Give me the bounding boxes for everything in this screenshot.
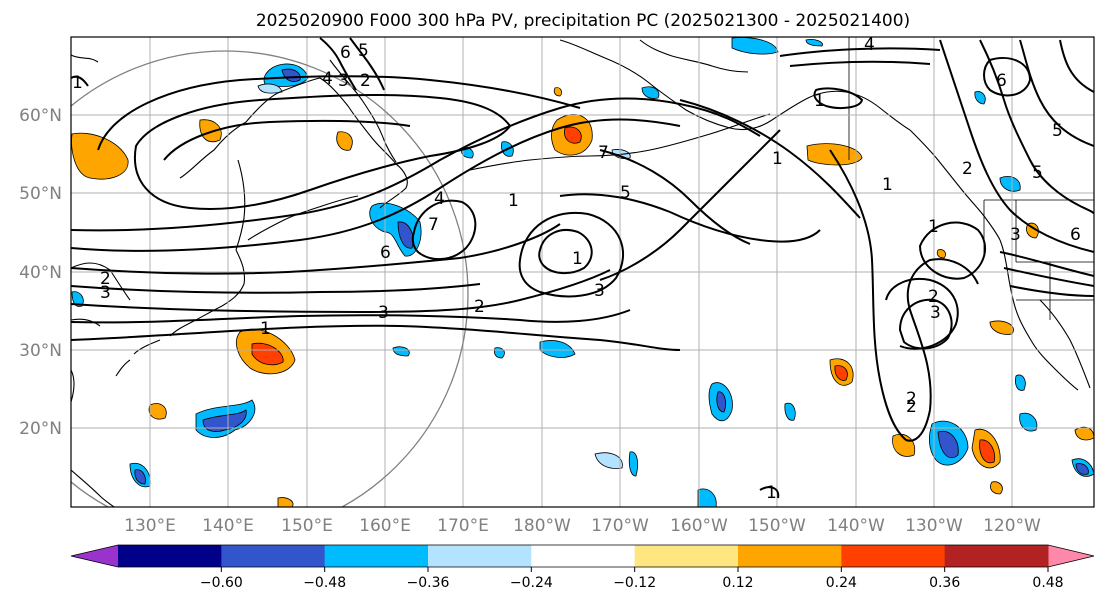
longitude-labels: 130°E 140°E 150°E 160°E 170°E 180°W 170°… — [124, 516, 1041, 536]
contour-label: 2 — [100, 269, 111, 289]
contour-label: 1 — [72, 73, 83, 93]
contour-labels: 6 5 4 3 2 1 4 7 6 1 7 5 1 3 3 2 1 1 1 2 … — [72, 35, 1105, 503]
pv-contours — [71, 37, 1094, 499]
map-area: 6 5 4 3 2 1 4 7 6 1 7 5 1 3 3 2 1 1 1 2 … — [71, 35, 1105, 507]
lon-label: 180°W — [513, 516, 571, 536]
contour-label: 2 — [962, 159, 973, 179]
colorbar-tick-label: 0.36 — [929, 575, 960, 591]
contour-label: 7 — [598, 143, 609, 163]
contour-label: 4 — [864, 35, 875, 55]
contour-label: 3 — [594, 281, 605, 301]
contour-label: 2 — [474, 297, 485, 317]
contour-label: 5 — [1052, 121, 1063, 141]
colorbar-tick-label: −0.24 — [510, 575, 553, 591]
reference-circle — [71, 50, 469, 507]
contour-label: 3 — [930, 303, 941, 323]
colorbar-extend-high — [1048, 545, 1094, 567]
colorbar-segment — [944, 545, 1049, 567]
lat-label: 20°N — [19, 419, 62, 439]
contour-label: 1 — [508, 191, 519, 211]
contour-label: 1 — [1094, 53, 1105, 73]
contour-label: 7 — [428, 215, 439, 235]
contour-label: 4 — [434, 189, 445, 209]
lat-label: 30°N — [19, 341, 62, 361]
colorbar-segment — [841, 545, 946, 567]
lon-label: 140°W — [827, 516, 885, 536]
contour-label: 1 — [814, 91, 825, 111]
colorbar-segment — [738, 545, 842, 567]
contour-label: 3 — [378, 303, 389, 323]
contour-label: 5 — [358, 41, 369, 61]
lon-label: 140°E — [202, 516, 254, 536]
contour-label: 1 — [928, 217, 939, 237]
contour-label: 6 — [996, 71, 1007, 91]
lon-label: 170°W — [591, 516, 649, 536]
lon-label: 170°E — [437, 516, 489, 536]
contour-label: 6 — [340, 43, 351, 63]
lon-label: 130°W — [905, 516, 963, 536]
map-frame — [70, 36, 1095, 508]
contour-label: 3 — [1010, 225, 1021, 245]
colorbar-segment — [118, 545, 222, 567]
precip-anomalies — [71, 37, 1094, 507]
lon-label: 150°E — [281, 516, 333, 536]
contour-label: 3 — [338, 71, 349, 91]
lat-label: 40°N — [19, 263, 62, 283]
contour-label: 2 — [360, 71, 371, 91]
lon-label: 120°W — [983, 516, 1041, 536]
contour-label: 1 — [882, 175, 893, 195]
colorbar-tick-label: 0.12 — [722, 575, 753, 591]
contour-label: 2 — [928, 287, 939, 307]
contour-label: 5 — [620, 183, 631, 203]
colorbar-segment — [221, 545, 326, 567]
contour-label: 6 — [380, 243, 391, 263]
colorbar-segment — [428, 545, 532, 567]
lon-label: 160°W — [670, 516, 728, 536]
colorbar-tick-label: 0.48 — [1032, 575, 1063, 591]
contour-label: 2 — [906, 389, 917, 409]
contour-label: 1 — [572, 249, 583, 269]
colorbar-tick-label: −0.12 — [613, 575, 656, 591]
colorbar: −0.60 −0.48 −0.36 −0.24 −0.12 0.12 0.24 0.36 0.4… — [70, 544, 1095, 591]
colorbar-tick-label: −0.48 — [303, 575, 346, 591]
contour-label: 3 — [100, 283, 111, 303]
contour-label: 5 — [1032, 163, 1043, 183]
colorbar-tick-label: 0.24 — [826, 575, 857, 591]
contour-label: 6 — [1070, 225, 1081, 245]
contour-label: 1 — [766, 483, 777, 503]
contour-label: 4 — [322, 69, 333, 89]
colorbar-tick-label: −0.60 — [200, 575, 243, 591]
colorbar-extend-low — [71, 545, 118, 567]
lon-label: 160°E — [359, 516, 411, 536]
chart-title: 2025020900 F000 300 hPa PV, precipitatio… — [256, 11, 910, 31]
colorbar-tick-label: −0.36 — [407, 575, 450, 591]
lat-label: 60°N — [19, 106, 62, 126]
contour-label: 1 — [260, 319, 271, 339]
lon-label: 150°W — [748, 516, 806, 536]
contour-label: 2 — [906, 397, 917, 417]
colorbar-segment — [531, 545, 636, 567]
colorbar-segment — [324, 545, 429, 567]
contour-label: 1 — [772, 149, 783, 169]
latitude-labels: 60°N 50°N 40°N 30°N 20°N — [19, 106, 62, 439]
colorbar-segment — [634, 545, 739, 567]
lat-label: 50°N — [19, 184, 62, 204]
lon-label: 130°E — [124, 516, 176, 536]
